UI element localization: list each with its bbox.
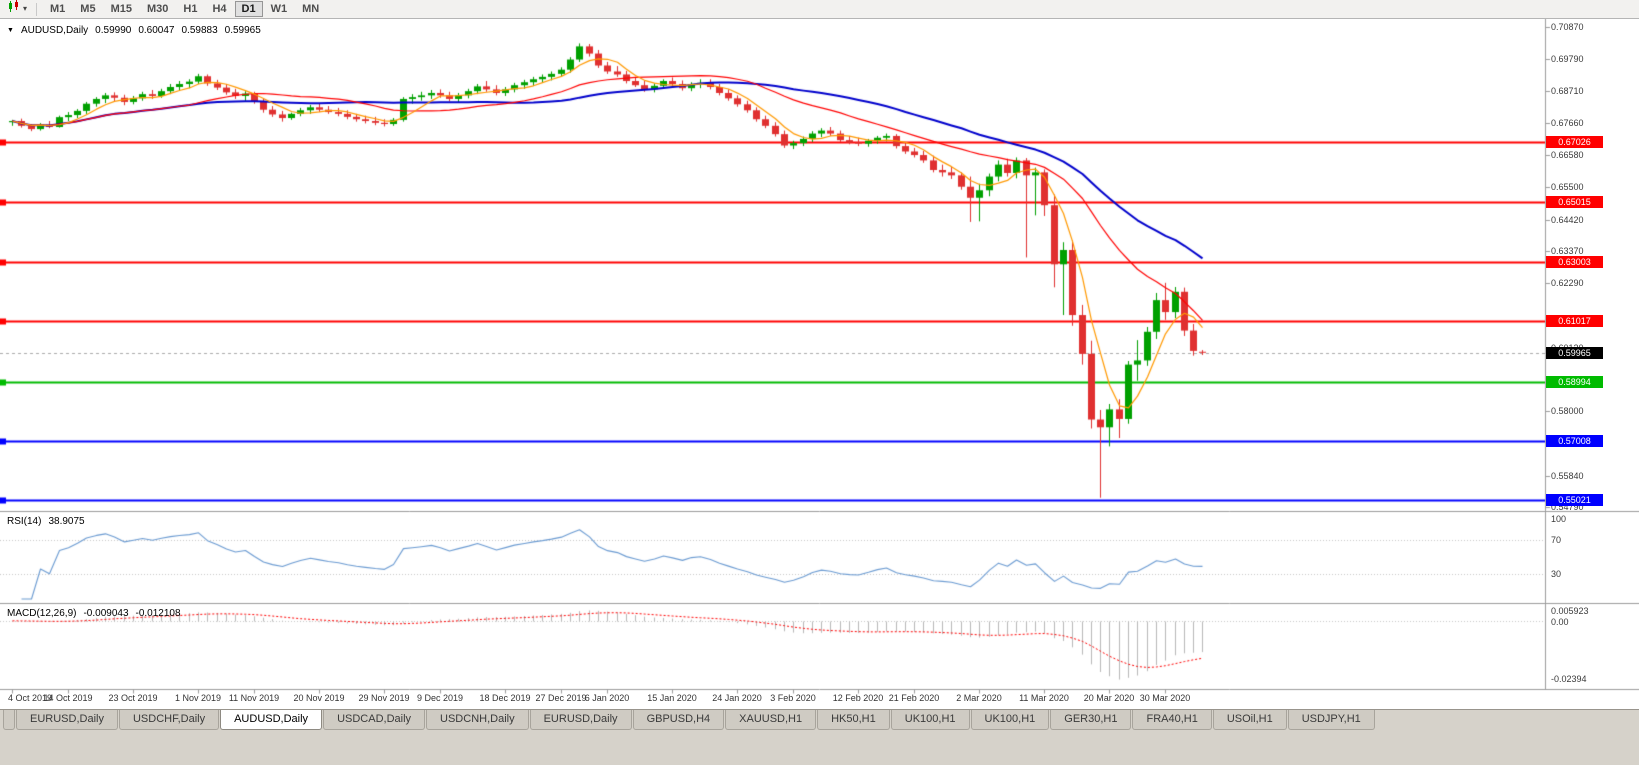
chart-tab-gbpusd-h4[interactable]: GBPUSD,H4 [632,710,725,730]
chart-type-icon [7,0,21,18]
chart-tab-audusd-daily[interactable]: AUDUSD,Daily [220,710,323,730]
chart-tab-eurusd-daily[interactable]: EURUSD,Daily [16,710,118,730]
window-bottom-strip [0,733,1639,765]
toolbar-separator [36,2,38,16]
chart-tab-uk100-h1[interactable]: UK100,H1 [970,710,1050,730]
chart-tab-eurusd-daily[interactable]: EURUSD,Daily [529,710,632,730]
chart-tab-usdchf-daily[interactable]: USDCHF,Daily [118,710,220,730]
timeframe-button-m5[interactable]: M5 [80,3,96,15]
timeframe-button-w1[interactable]: W1 [270,3,288,15]
tab-bar-stub [3,710,15,730]
timeframe-button-h1[interactable]: H1 [183,3,198,15]
timeframe-button-h4[interactable]: H4 [212,3,227,15]
chart-tab-ger30-h1[interactable]: GER30,H1 [1050,710,1132,730]
chart-tab-xauusd-h1[interactable]: XAUUSD,H1 [725,710,817,730]
chart-tab-bar: EURUSD,Daily USDCHF,Daily AUDUSD,Daily USDC… [0,709,1639,733]
chart-type-selector[interactable]: ▾ [4,0,30,19]
timeframe-button-m1[interactable]: M1 [50,3,66,15]
chart-tab-hk50-h1[interactable]: HK50,H1 [817,710,890,730]
toolbar: ▾ M1 M5 M15 M30 H1 H4 D1 W1 MN [0,0,1639,19]
timeframe-buttons: M1 M5 M15 M30 H1 H4 D1 W1 MN [43,1,326,17]
chart-tab-fra40-h1[interactable]: FRA40,H1 [1132,710,1212,730]
chart-tab-usdjpy-h1[interactable]: USDJPY,H1 [1287,710,1375,730]
chart-tab-usoil-h1[interactable]: USOil,H1 [1212,710,1287,730]
timeframe-button-mn[interactable]: MN [302,3,320,15]
chevron-down-icon: ▾ [23,4,28,13]
chart-area: ▼ AUDUSD,Daily 0.59990 0.60047 0.59883 0… [0,19,1639,709]
chart-tab-usdcad-daily[interactable]: USDCAD,Daily [323,710,426,730]
chart-tab-uk100-h1[interactable]: UK100,H1 [890,710,970,730]
timeframe-button-d1[interactable]: D1 [234,1,263,17]
price-chart-canvas[interactable] [0,19,1639,709]
timeframe-button-m30[interactable]: M30 [146,3,169,15]
timeframe-button-m15[interactable]: M15 [110,3,132,15]
chart-tab-usdcnh-daily[interactable]: USDCNH,Daily [426,710,529,730]
